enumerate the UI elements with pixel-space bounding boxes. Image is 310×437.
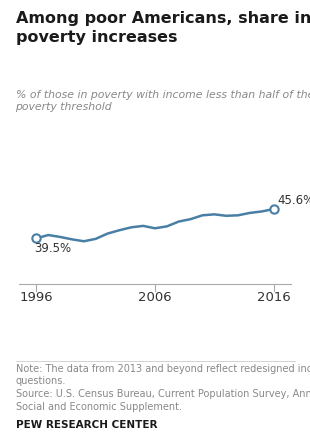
Text: 39.5%: 39.5% [34, 242, 71, 255]
Text: 45.6%: 45.6% [277, 194, 310, 207]
Text: Among poor Americans, share in severe
poverty increases: Among poor Americans, share in severe po… [16, 11, 310, 45]
Text: PEW RESEARCH CENTER: PEW RESEARCH CENTER [16, 420, 157, 430]
Text: % of those in poverty with income less than half of their
poverty threshold: % of those in poverty with income less t… [16, 90, 310, 112]
Text: Note: The data from 2013 and beyond reflect redesigned income
questions.
Source:: Note: The data from 2013 and beyond refl… [16, 364, 310, 412]
